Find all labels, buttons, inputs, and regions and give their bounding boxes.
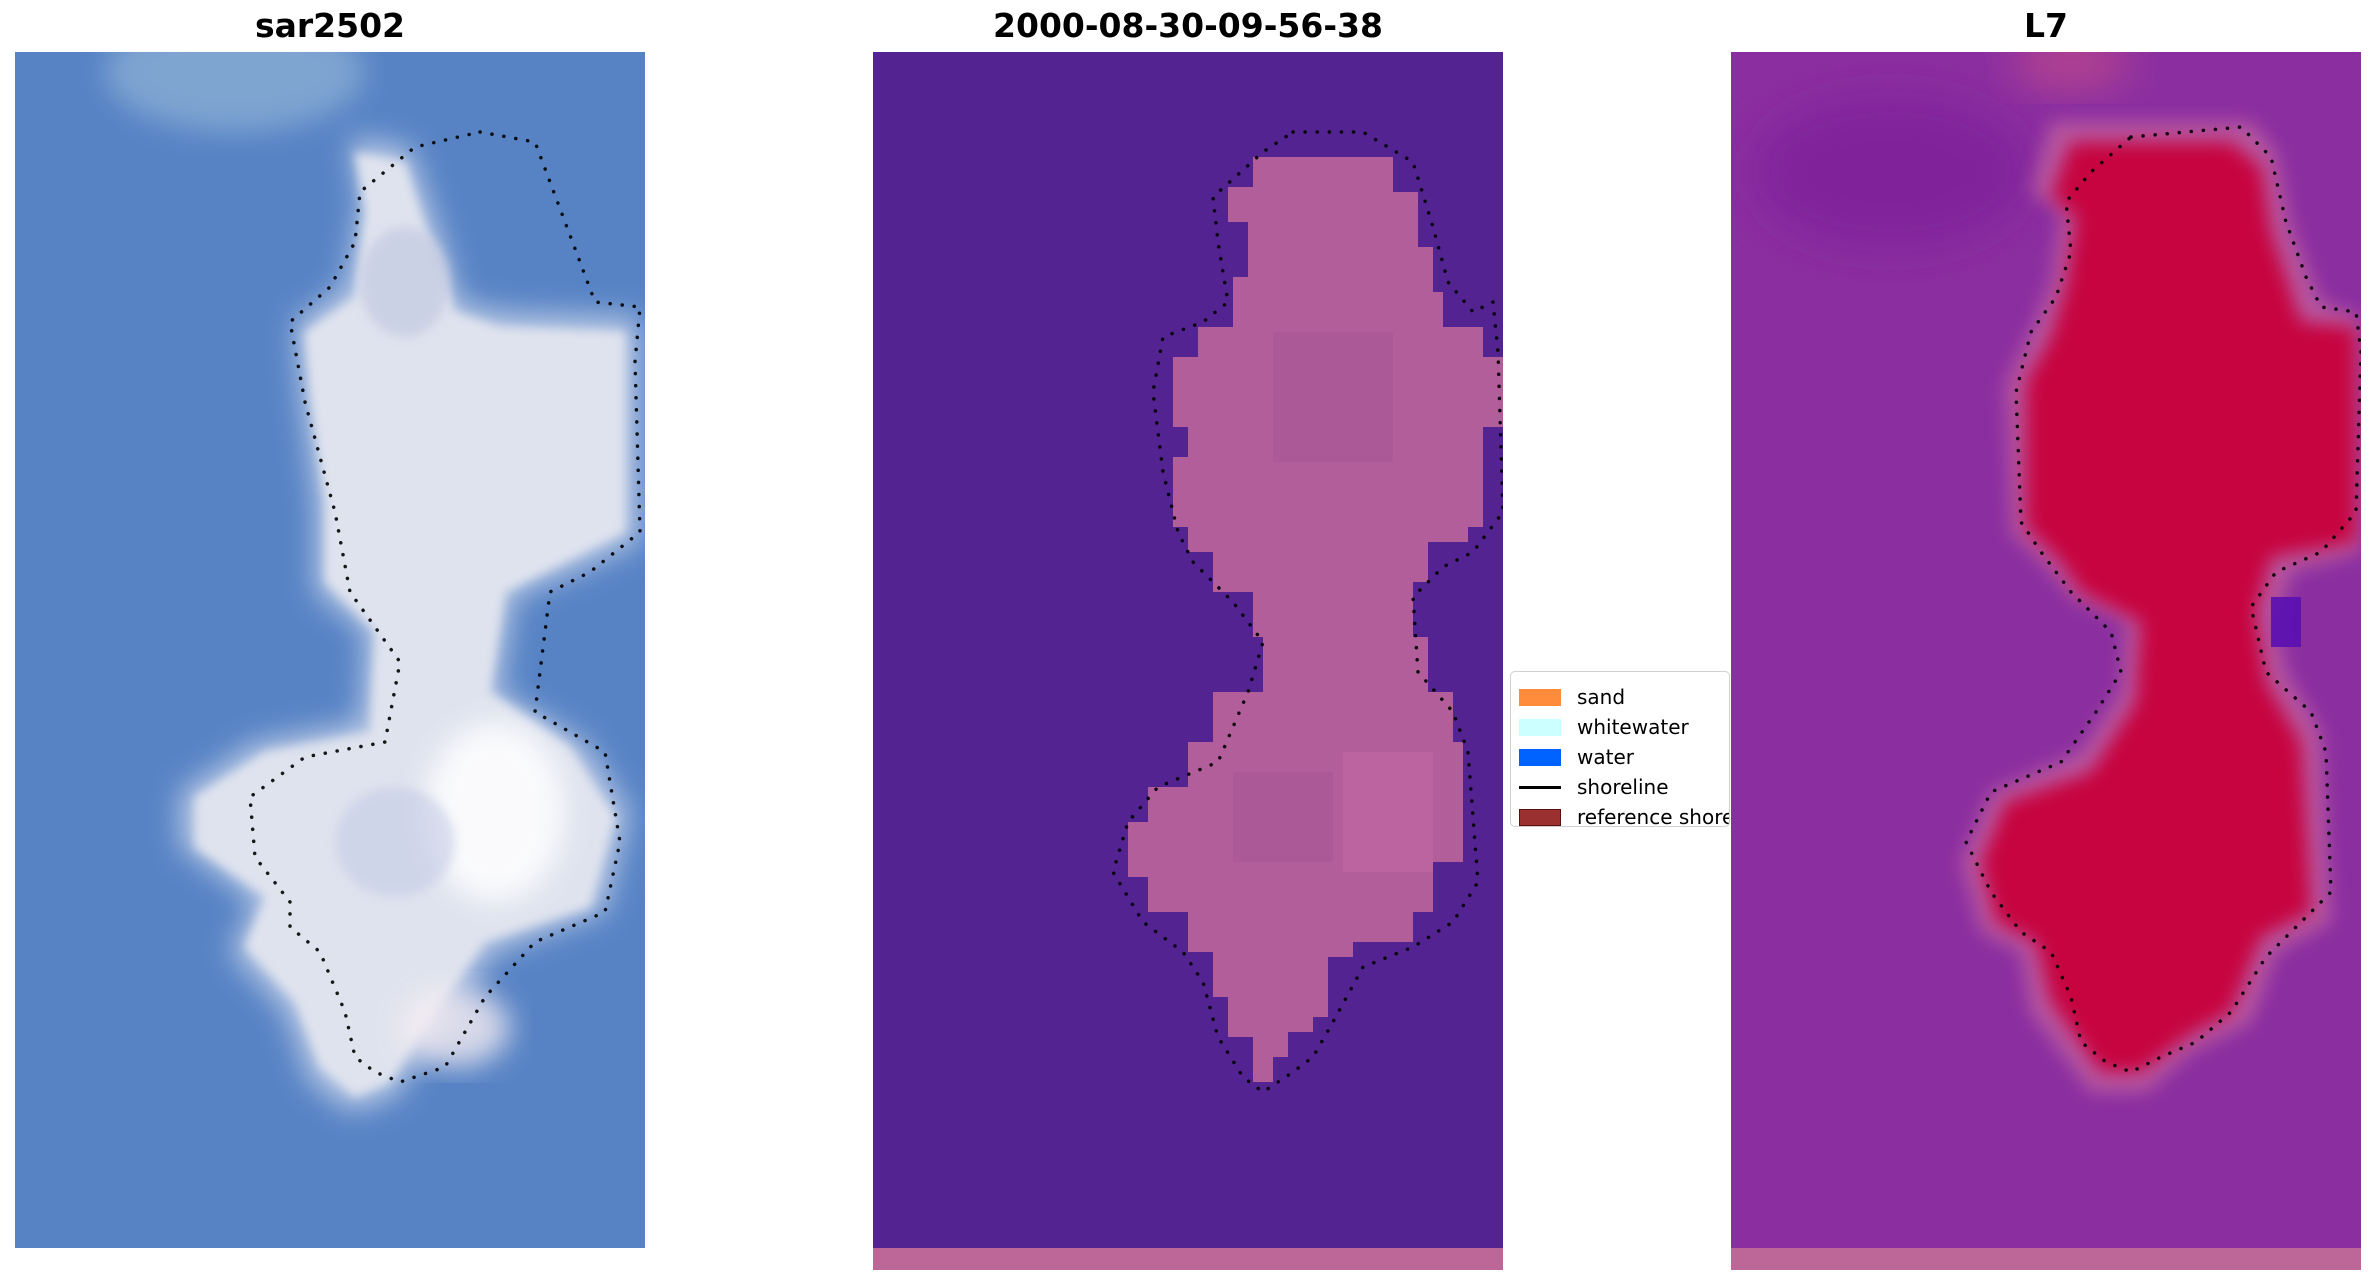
- panel-title-right: L7: [2024, 6, 2068, 45]
- class-sand-tone-north: [1273, 332, 1393, 462]
- index-deep-tone: [1751, 92, 2031, 252]
- class-sand-tone-south: [1233, 772, 1333, 862]
- index-dark-patch: [2271, 597, 2301, 647]
- reference-shoreline-swatch-icon: [1519, 808, 1561, 826]
- whitewater-swatch-icon: [1519, 718, 1561, 736]
- legend-item-whitewater: whitewater: [1519, 714, 1689, 740]
- legend-label-shoreline: shoreline: [1577, 775, 1669, 799]
- index-top-tone: [2011, 52, 2131, 92]
- class-bottom-strip: [873, 1248, 1503, 1270]
- rgb-inner-tone: [360, 227, 450, 337]
- index-image: [1731, 52, 2361, 1270]
- legend-item-shoreline: shoreline: [1519, 774, 1669, 800]
- panel-title-left: sar2502: [254, 6, 406, 45]
- class-sand-highlight: [1343, 752, 1433, 872]
- sand-swatch-icon: [1519, 688, 1561, 706]
- classified-image: [873, 52, 1503, 1270]
- rgb-shoreline: [248, 130, 642, 1084]
- index-sand: [1981, 142, 2356, 1072]
- classified-image-panel: [873, 52, 1503, 1270]
- water-swatch-icon: [1519, 748, 1561, 766]
- rgb-image: [15, 52, 645, 1248]
- index-bottom-strip: [1731, 1248, 2361, 1270]
- rgb-image-panel: [15, 52, 645, 1248]
- legend-label-water: water: [1577, 745, 1634, 769]
- panel-title-middle: 2000-08-30-09-56-38: [993, 6, 1383, 45]
- legend-item-water: water: [1519, 744, 1634, 770]
- legend-item-reference-shoreline: reference shoreline: [1519, 804, 1729, 827]
- index-image-panel: [1731, 52, 2361, 1270]
- shoreline-line-icon: [1519, 785, 1561, 789]
- rgb-inner-tone-south: [335, 787, 455, 897]
- rgb-bright-sand-south: [400, 987, 510, 1067]
- legend-item-sand: sand: [1519, 684, 1625, 710]
- legend-label-whitewater: whitewater: [1577, 715, 1689, 739]
- rgb-top-shallow: [105, 52, 365, 132]
- legend-label-sand: sand: [1577, 685, 1626, 709]
- legend-label-reference-shoreline: reference shoreline: [1577, 805, 1729, 827]
- legend: sand whitewater water shoreline referenc…: [1510, 671, 1730, 827]
- rgb-bright-sand: [425, 722, 565, 902]
